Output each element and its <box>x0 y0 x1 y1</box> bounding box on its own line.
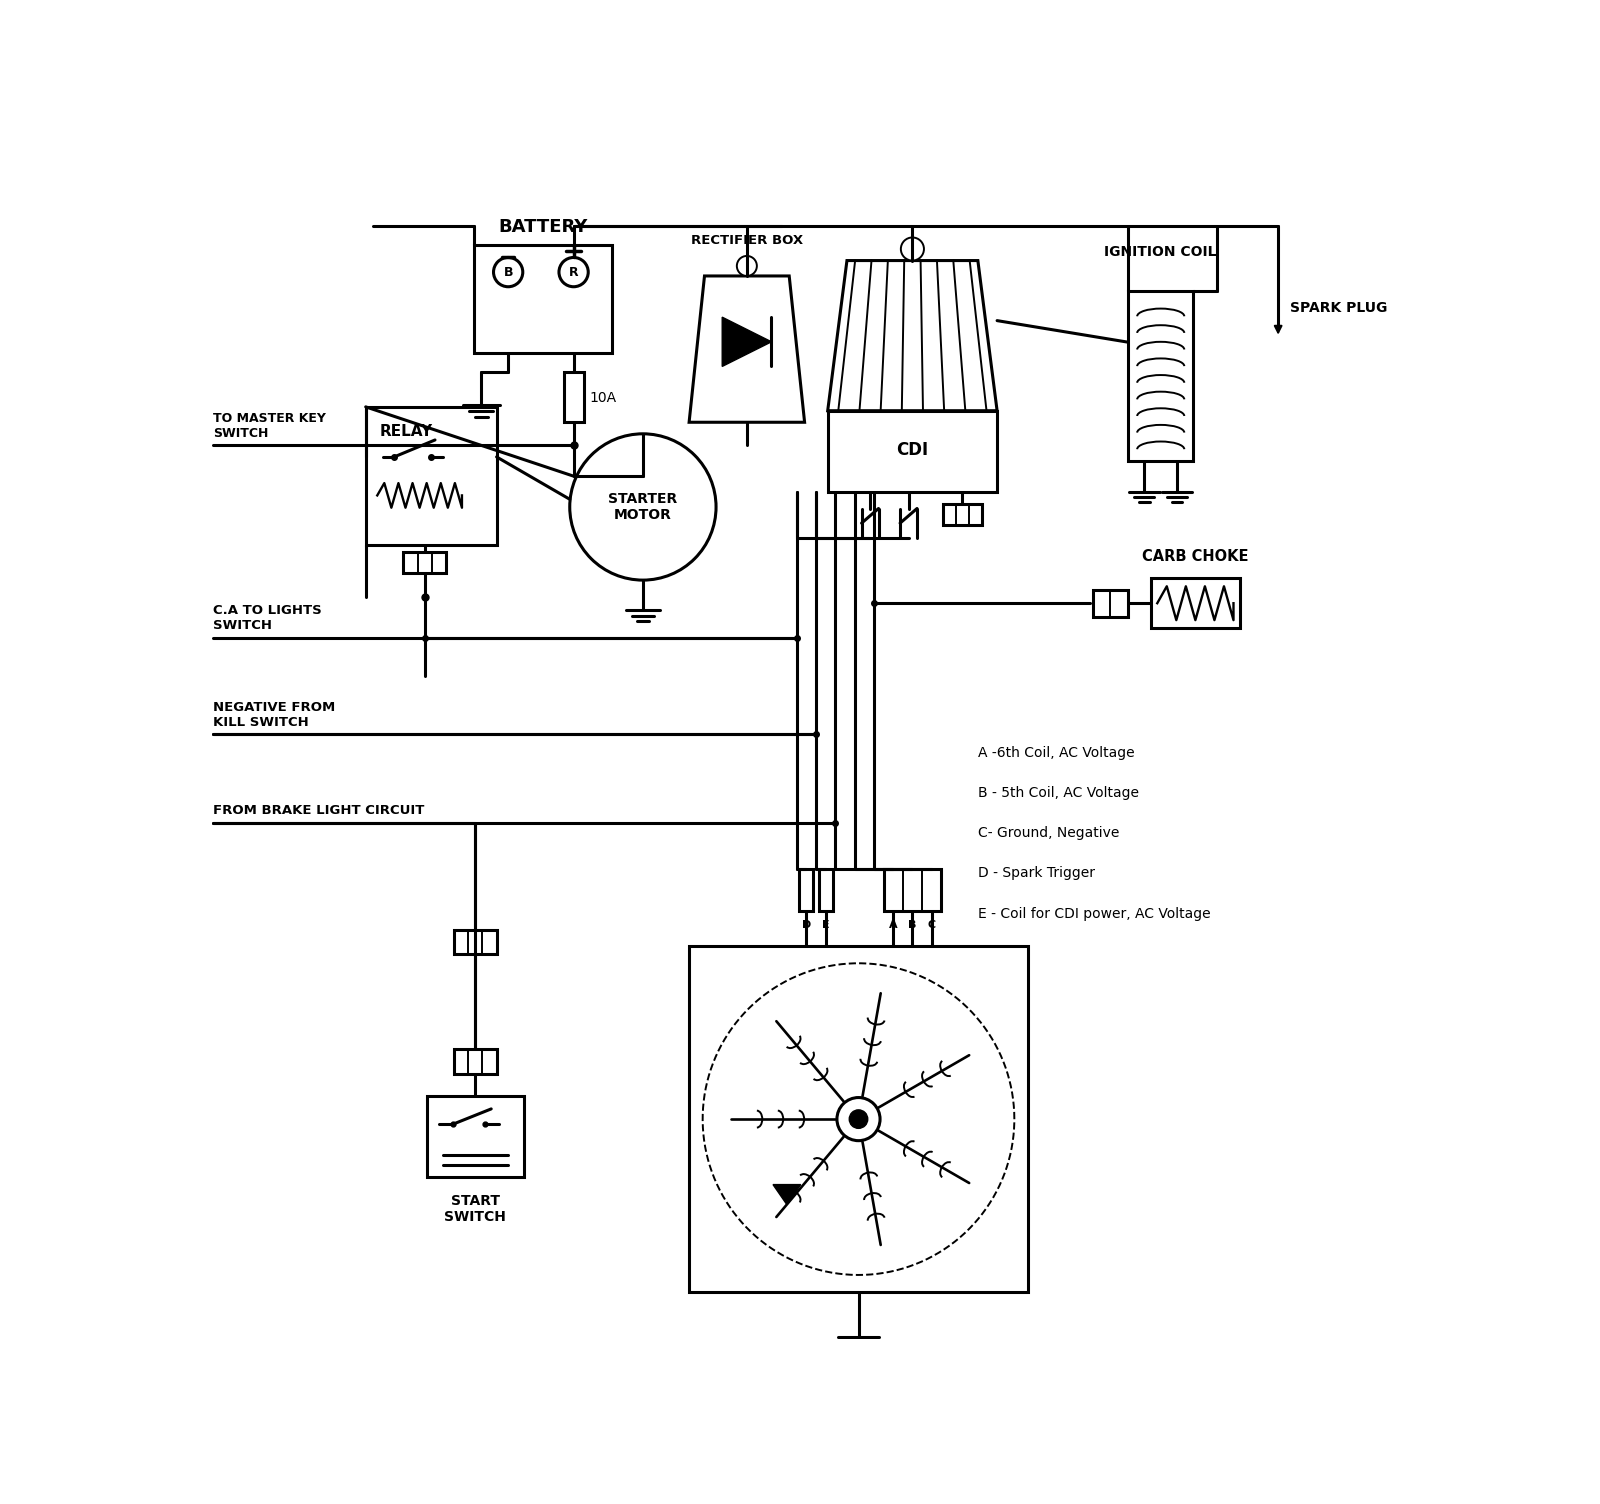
Polygon shape <box>773 1185 800 1205</box>
Bar <box>563 371 584 423</box>
Text: A: A <box>890 920 898 931</box>
Circle shape <box>901 238 923 260</box>
Text: R: R <box>568 266 579 278</box>
Bar <box>1093 590 1128 617</box>
Text: D: D <box>802 920 811 931</box>
Text: NEGATIVE FROM
KILL SWITCH: NEGATIVE FROM KILL SWITCH <box>213 701 336 729</box>
Text: TO MASTER KEY
SWITCH: TO MASTER KEY SWITCH <box>213 412 326 441</box>
Bar <box>944 504 982 525</box>
Bar <box>366 408 496 546</box>
Circle shape <box>570 433 717 581</box>
Bar <box>427 1096 523 1176</box>
Text: RELAY: RELAY <box>379 424 432 439</box>
Text: FROM BRAKE LIGHT CIRCUIT: FROM BRAKE LIGHT CIRCUIT <box>213 805 424 817</box>
Bar <box>690 946 1027 1292</box>
Polygon shape <box>722 317 771 367</box>
Text: CARB CHOKE: CARB CHOKE <box>1142 549 1248 564</box>
Text: RECTIFIER BOX: RECTIFIER BOX <box>691 233 803 247</box>
Bar <box>454 1050 496 1074</box>
Text: 10A: 10A <box>589 391 616 405</box>
Text: C.A TO LIGHTS
SWITCH: C.A TO LIGHTS SWITCH <box>213 605 322 633</box>
Text: CDI: CDI <box>896 441 928 459</box>
Bar <box>827 411 997 492</box>
Text: START
SWITCH: START SWITCH <box>445 1194 506 1224</box>
Bar <box>800 869 813 911</box>
Bar <box>403 552 446 573</box>
Text: E - Coil for CDI power, AC Voltage: E - Coil for CDI power, AC Voltage <box>978 907 1211 920</box>
Text: C: C <box>928 920 936 931</box>
Bar <box>454 929 496 955</box>
Bar <box>1150 578 1240 627</box>
Text: IGNITION COIL: IGNITION COIL <box>1104 245 1218 259</box>
Bar <box>1128 292 1194 460</box>
Bar <box>819 869 834 911</box>
Circle shape <box>493 257 523 287</box>
Text: BATTERY: BATTERY <box>498 218 587 236</box>
Bar <box>474 245 613 353</box>
Bar <box>883 869 941 911</box>
Text: D - Spark Trigger: D - Spark Trigger <box>978 866 1094 880</box>
Circle shape <box>558 257 589 287</box>
Circle shape <box>738 256 757 275</box>
Text: B: B <box>504 266 514 278</box>
Text: A -6th Coil, AC Voltage: A -6th Coil, AC Voltage <box>978 746 1134 761</box>
Text: B - 5th Coil, AC Voltage: B - 5th Coil, AC Voltage <box>978 787 1139 800</box>
Text: C- Ground, Negative: C- Ground, Negative <box>978 826 1120 841</box>
Text: SPARK PLUG: SPARK PLUG <box>1290 301 1387 316</box>
Circle shape <box>837 1098 880 1140</box>
Text: B: B <box>909 920 917 931</box>
Circle shape <box>850 1110 867 1128</box>
Text: STARTER
MOTOR: STARTER MOTOR <box>608 492 677 522</box>
Text: E: E <box>822 920 830 931</box>
